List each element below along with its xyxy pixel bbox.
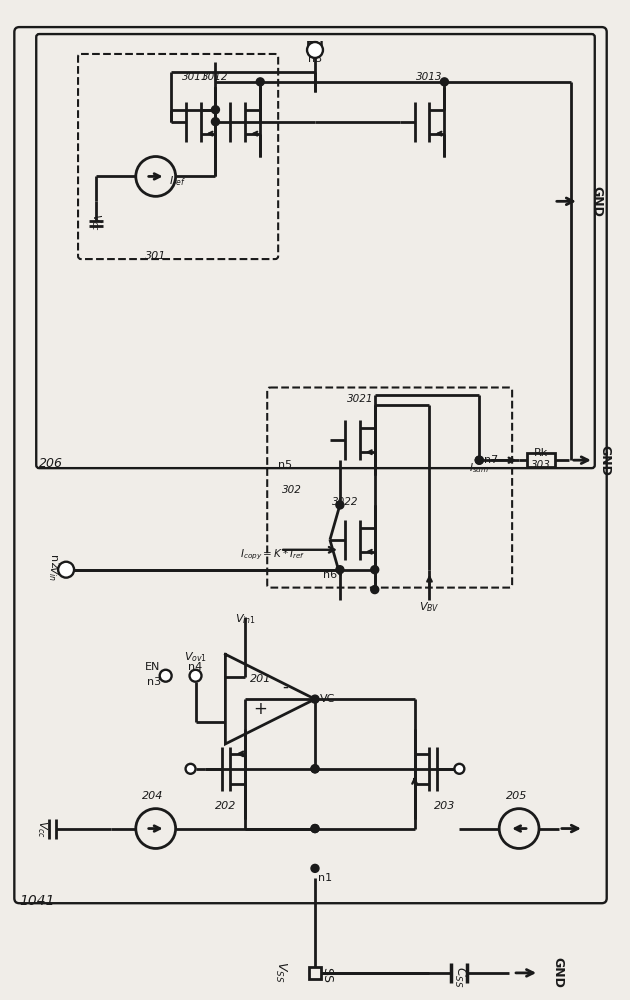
Text: n3: n3: [308, 54, 322, 64]
Text: EN: EN: [306, 40, 324, 53]
Text: $C_{SS}$: $C_{SS}$: [452, 966, 467, 988]
Text: GND: GND: [598, 445, 612, 476]
Text: 1041: 1041: [20, 894, 55, 908]
Text: SS: SS: [320, 967, 333, 983]
Text: 202: 202: [215, 801, 236, 811]
Circle shape: [311, 825, 319, 833]
Text: EN: EN: [146, 662, 161, 672]
Circle shape: [311, 864, 319, 872]
Text: VC: VC: [320, 694, 335, 704]
Circle shape: [190, 670, 202, 682]
Text: Rk: Rk: [534, 448, 548, 458]
Text: n4: n4: [188, 662, 203, 672]
Bar: [309, 967, 321, 979]
Text: 206: 206: [39, 457, 63, 470]
Circle shape: [311, 765, 319, 773]
Text: +: +: [253, 700, 267, 718]
Text: 301: 301: [145, 251, 166, 261]
Text: n2: n2: [48, 555, 58, 569]
Text: 303: 303: [531, 460, 551, 470]
Circle shape: [370, 566, 379, 574]
Circle shape: [475, 456, 483, 464]
Bar: [527, 453, 555, 467]
Circle shape: [311, 765, 319, 773]
Circle shape: [212, 106, 219, 114]
Text: $V_{SS}$: $V_{SS}$: [273, 961, 288, 983]
Text: $V_{ov1}$: $V_{ov1}$: [184, 650, 207, 664]
Text: 3012: 3012: [202, 72, 229, 82]
Text: GND: GND: [551, 957, 564, 988]
Text: 3021: 3021: [346, 394, 373, 404]
Text: GND: GND: [591, 186, 604, 217]
Text: $V_{in1}$: $V_{in1}$: [235, 612, 256, 626]
Circle shape: [475, 456, 483, 464]
Circle shape: [212, 118, 219, 126]
Text: n3: n3: [147, 677, 161, 687]
Text: $V_{cc}$: $V_{cc}$: [89, 213, 103, 231]
Text: -: -: [282, 678, 288, 696]
Text: $V_{BV}$: $V_{BV}$: [419, 601, 440, 614]
Text: 302: 302: [282, 485, 302, 495]
Circle shape: [186, 764, 195, 774]
Text: n7: n7: [484, 455, 498, 465]
Text: $I_{sum}$: $I_{sum}$: [469, 461, 490, 475]
Text: n6: n6: [323, 570, 337, 580]
Text: 3013: 3013: [416, 72, 443, 82]
Text: n5: n5: [278, 460, 292, 470]
Circle shape: [336, 566, 344, 574]
Text: 203: 203: [433, 801, 455, 811]
Text: 3011: 3011: [182, 72, 209, 82]
Text: $V_{in}$: $V_{in}$: [46, 565, 60, 582]
Text: $I_{ref}$: $I_{ref}$: [169, 175, 186, 188]
Text: 205: 205: [507, 791, 528, 801]
Circle shape: [58, 562, 74, 578]
Circle shape: [336, 501, 344, 509]
Text: $I_{copy}=K*I_{ref}$: $I_{copy}=K*I_{ref}$: [240, 548, 306, 562]
Circle shape: [440, 78, 449, 86]
Circle shape: [256, 78, 264, 86]
Circle shape: [307, 42, 323, 58]
Text: 204: 204: [142, 791, 163, 801]
Text: 201: 201: [249, 674, 271, 684]
Text: 3022: 3022: [331, 497, 358, 507]
Circle shape: [370, 586, 379, 594]
Circle shape: [159, 670, 171, 682]
Text: $V_{cc}$: $V_{cc}$: [35, 820, 49, 838]
Text: n1: n1: [318, 873, 332, 883]
Circle shape: [311, 695, 319, 703]
Circle shape: [454, 764, 464, 774]
Circle shape: [311, 825, 319, 833]
